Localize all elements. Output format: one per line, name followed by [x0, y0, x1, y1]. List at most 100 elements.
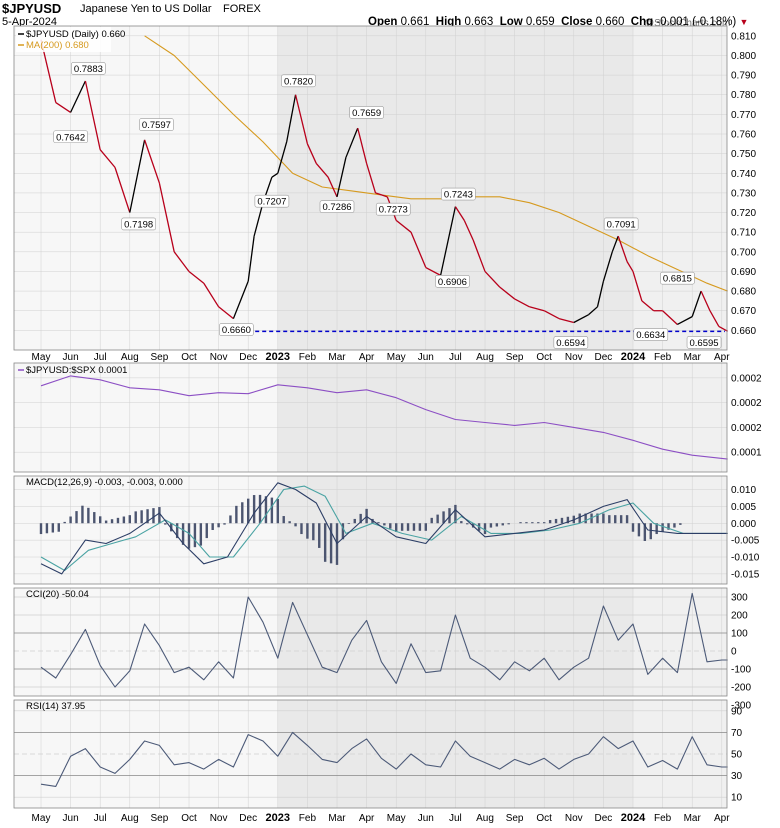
price-annotation: 0.7820: [284, 76, 313, 87]
macd-histogram-bar: [341, 523, 345, 540]
price-line-segment: [596, 281, 605, 307]
high-value: 0.663: [464, 16, 494, 28]
x-tick-label-bottom: Nov: [565, 813, 583, 824]
price-annotation-box: [660, 271, 695, 285]
price-line-segment: [499, 286, 516, 300]
macd-histogram-bar: [57, 523, 60, 532]
macd-histogram-bar: [625, 515, 629, 524]
price-line-segment: [588, 306, 598, 316]
ma200-line: [144, 35, 728, 292]
macd-histogram-bar: [235, 505, 238, 524]
price-annotation-box: [435, 274, 470, 288]
price-line-segment: [277, 141, 288, 174]
price-y-tick: 0.710: [731, 228, 756, 239]
x-tick-label-bottom: Mar: [328, 813, 346, 824]
macd-histogram-bar: [661, 523, 664, 532]
x-tick-label-bottom: Nov: [210, 813, 228, 824]
macd-histogram-bar: [608, 515, 611, 524]
macd-histogram-bar: [466, 523, 469, 525]
price-line-segment: [357, 127, 368, 164]
x-tick-label-bottom: Jul: [449, 813, 462, 824]
macd-y-tick: -0.010: [731, 553, 760, 564]
price-line-segment: [425, 266, 441, 276]
macd-histogram-bar: [294, 523, 297, 527]
x-tick-label: Mar: [328, 352, 346, 363]
low-label: Low: [499, 16, 523, 28]
price-annotation: 0.6594: [556, 338, 585, 349]
cci-y-tick: -200: [731, 683, 751, 694]
rsi-legend-item: RSI(14) 37.95: [26, 701, 85, 712]
price-line-segment: [306, 143, 317, 164]
price-line-segment: [632, 271, 643, 302]
macd-y-tick: 0.000: [731, 519, 756, 530]
cci-y-tick: 300: [731, 593, 748, 604]
macd-histogram-bar: [537, 522, 540, 524]
x-tick-label-bottom: Aug: [121, 813, 139, 824]
macd-histogram-bar: [252, 495, 256, 524]
macd-histogram-bar: [359, 513, 362, 524]
macd-histogram-bar: [643, 523, 647, 541]
x-tick-label: May: [387, 352, 406, 363]
x-tick-label-bottom: Sep: [151, 813, 169, 824]
macd-histogram-bar: [430, 517, 433, 524]
price-line-segment: [662, 310, 678, 325]
macd-histogram-bar: [288, 521, 291, 524]
price-annotation: 0.7883: [74, 64, 103, 75]
macd-histogram-bar: [276, 498, 279, 524]
macd-histogram-bar: [229, 515, 232, 524]
cci-y-tick: -300: [731, 701, 751, 712]
macd-histogram-bar: [395, 523, 398, 532]
macd-histogram-bar: [140, 510, 143, 524]
x-tick-label: Apr: [714, 352, 730, 363]
price-line-segment: [188, 270, 205, 284]
macd-histogram-bar: [270, 497, 274, 524]
macd-histogram-bar: [377, 522, 380, 524]
watermark: @StockCharts.com: [644, 18, 731, 29]
x-tick-label: Mar: [684, 352, 702, 363]
price-year-shade-2024: [633, 26, 727, 350]
x-tick-label: 2023: [266, 351, 290, 363]
rsi-line: [40, 731, 728, 787]
x-tick-label-bottom: 2023: [266, 812, 290, 824]
macd-histogram-bar: [578, 513, 581, 524]
price-line-segment: [336, 157, 347, 197]
price-y-tick: 0.700: [731, 247, 756, 258]
macd-histogram-bar: [128, 515, 131, 524]
price-line-segment: [439, 206, 457, 276]
macd-histogram-bar: [489, 523, 493, 528]
cci-panel-border: [13, 587, 728, 697]
macd-histogram-bar: [87, 507, 90, 524]
price-y-tick: 0.670: [731, 306, 756, 317]
x-tick-label: Aug: [476, 352, 494, 363]
macd-line: [40, 482, 728, 575]
x-tick-label-bottom: Oct: [181, 813, 197, 824]
price-annotation: 0.7243: [444, 190, 473, 201]
macd-histogram-bar: [412, 523, 416, 531]
price-annotation: 0.7659: [352, 108, 381, 119]
macd-panel-border: [13, 475, 728, 585]
x-tick-label-bottom: Sep: [506, 813, 524, 824]
price-y-tick: 0.770: [731, 110, 756, 121]
x-tick-label: Nov: [565, 352, 583, 363]
macd-histogram-bar: [63, 521, 66, 524]
price-y-tick: 0.790: [731, 71, 756, 82]
x-tick-label-bottom: Oct: [536, 813, 552, 824]
cci-y-tick: 100: [731, 629, 748, 640]
macd-histogram-bar: [667, 523, 670, 530]
macd-histogram-bar: [134, 511, 137, 524]
price-legend-bg: [16, 27, 111, 52]
rsi-y-tick: 10: [731, 793, 743, 804]
price-annotation-box: [121, 217, 156, 231]
price-line-segment: [294, 94, 309, 144]
price-annotation-box: [603, 217, 639, 231]
price-annotation: 0.6595: [690, 338, 719, 349]
price-y-tick: 0.660: [731, 326, 756, 337]
open-label: Open: [368, 16, 398, 28]
macd-y-tick: 0.005: [731, 502, 756, 513]
macd-histogram-bar: [181, 523, 185, 545]
macd-histogram-bar: [436, 514, 439, 524]
macd-year-shade-2024: [633, 476, 727, 584]
x-tick-label: Jul: [94, 352, 107, 363]
x-tick-label-bottom: Feb: [654, 813, 672, 824]
price-y-tick: 0.730: [731, 188, 756, 199]
